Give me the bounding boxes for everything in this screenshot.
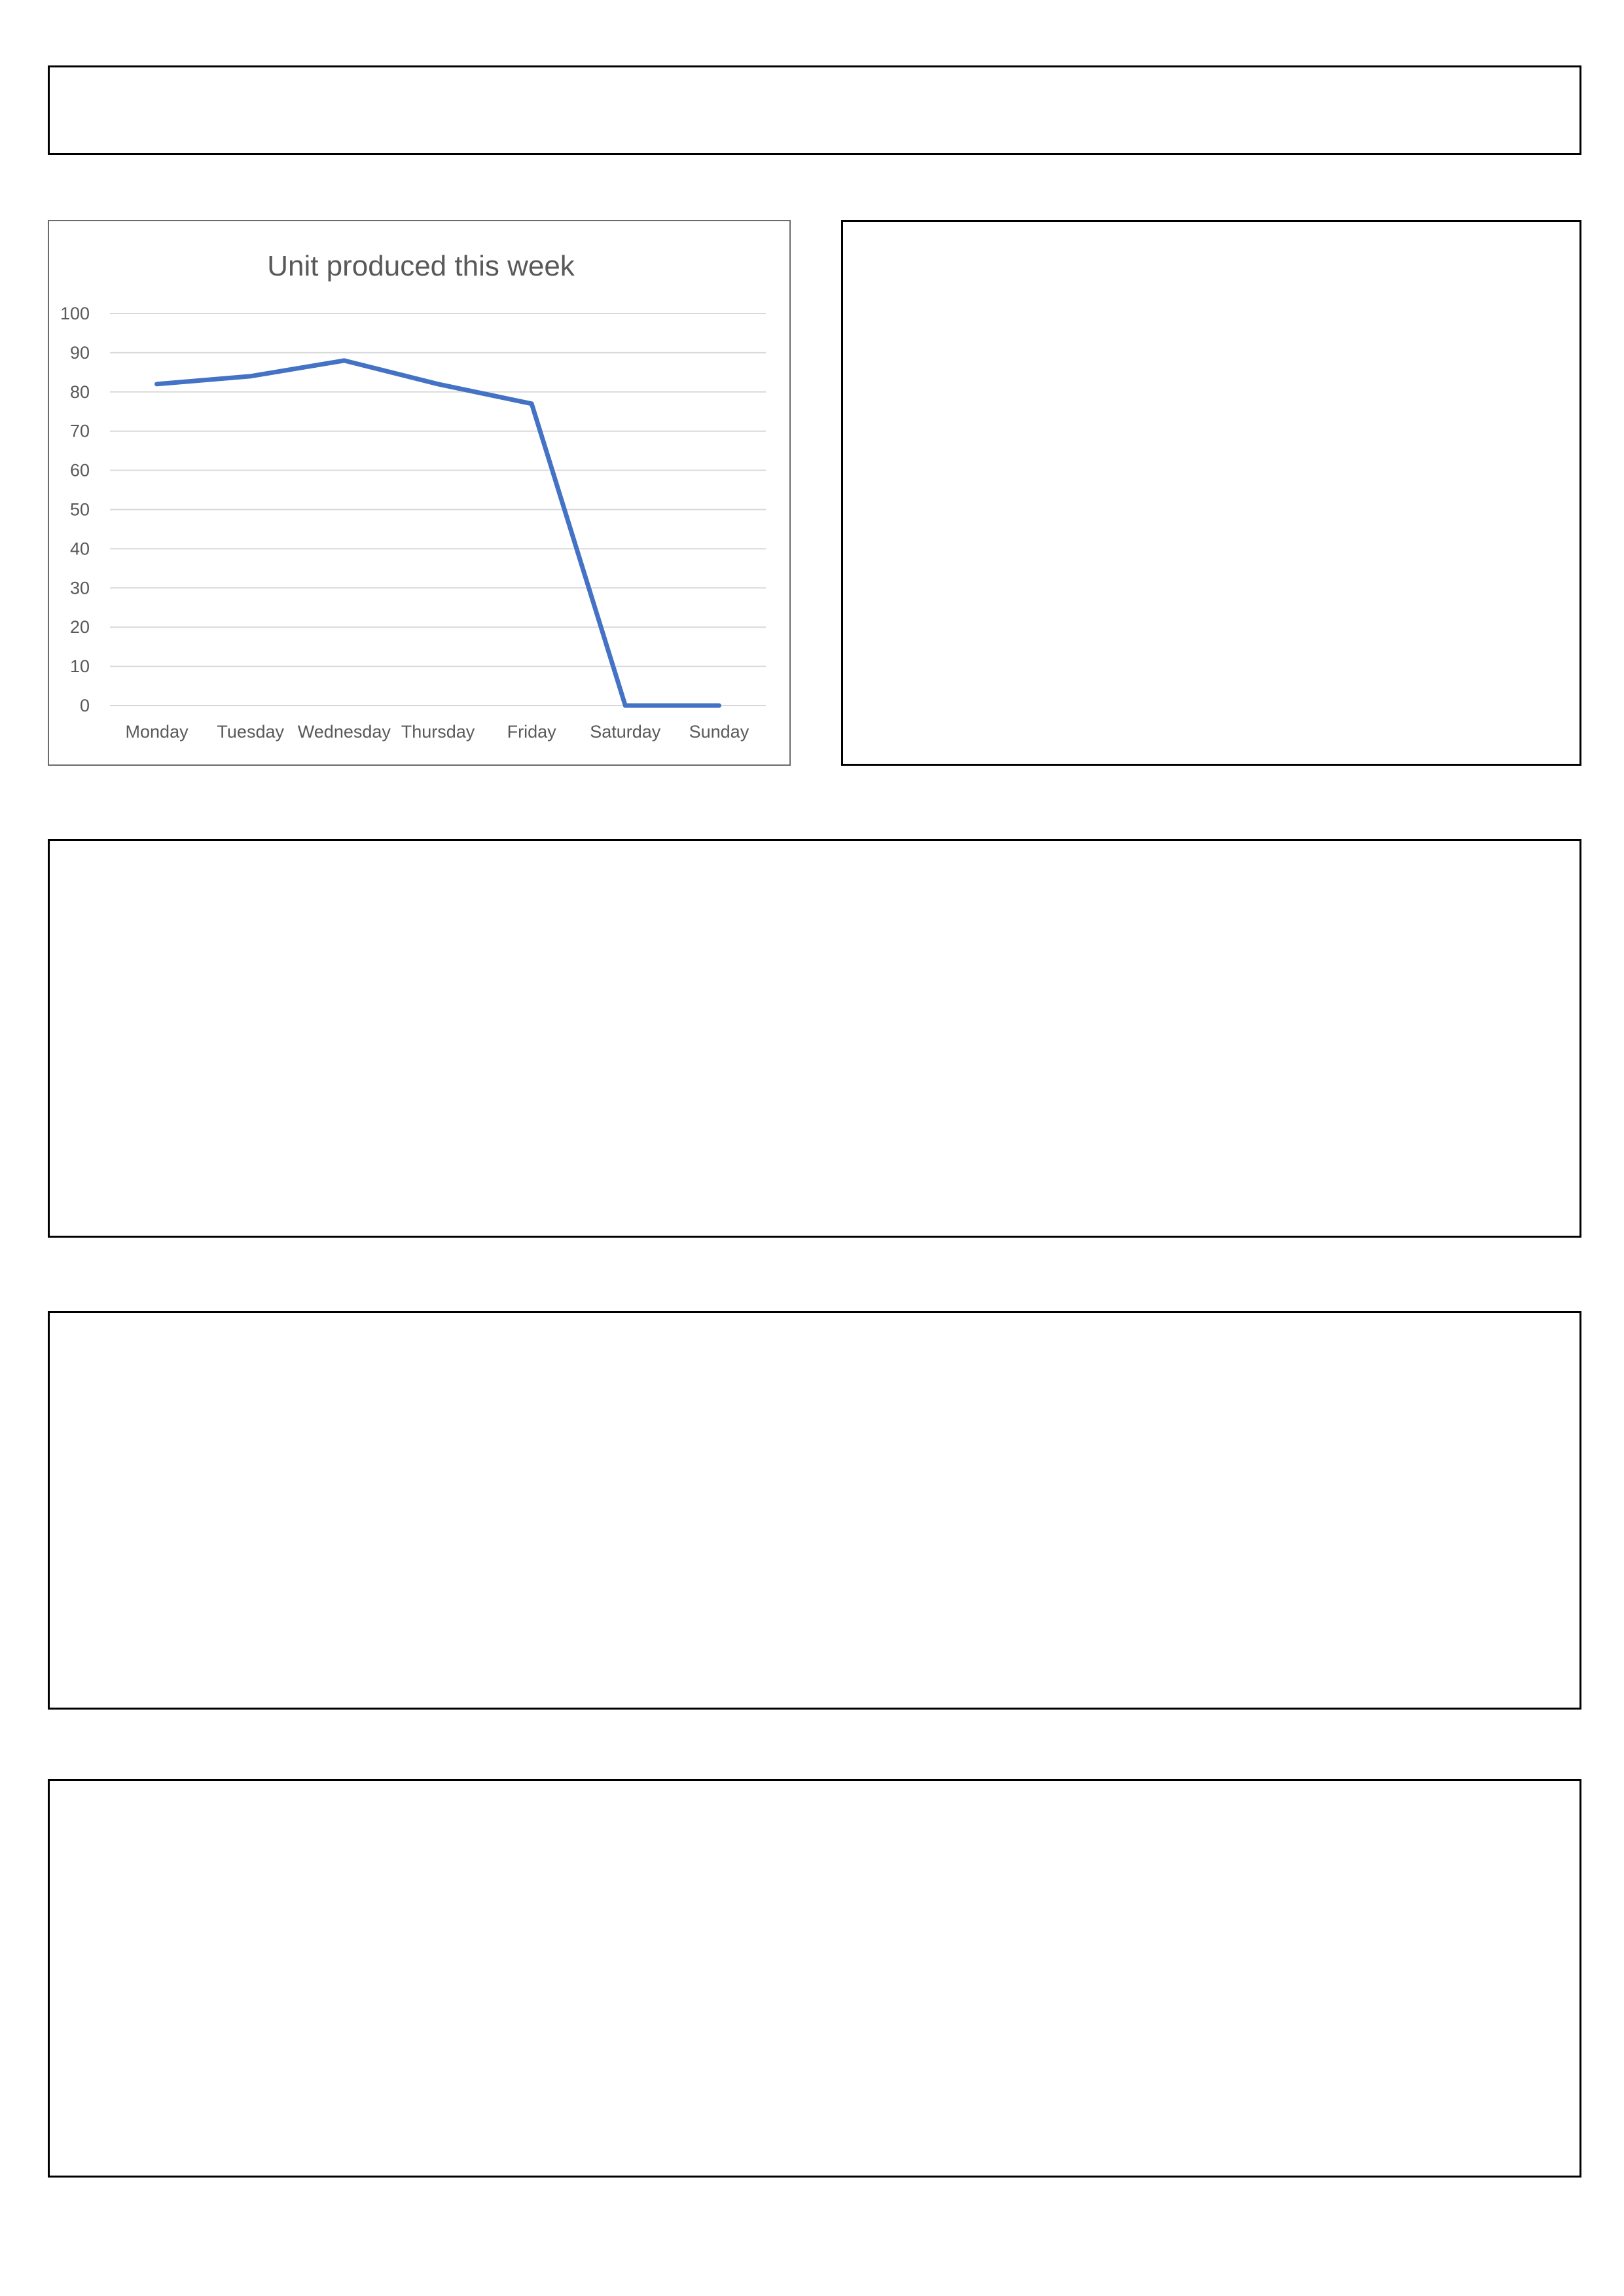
x-tick-label: Friday — [507, 722, 557, 742]
y-axis-tick-labels: 0 10 20 30 40 50 60 70 80 90 100 — [60, 304, 90, 715]
y-tick-label: 90 — [70, 343, 90, 363]
chart-frame: Unit produced this week 0 10 20 30 40 50 60 70 8… — [48, 220, 791, 766]
y-tick-label: 0 — [80, 696, 90, 715]
x-tick-label: Sunday — [689, 722, 749, 742]
y-tick-label: 50 — [70, 500, 90, 520]
y-tick-label: 30 — [70, 578, 90, 598]
line-chart: Unit produced this week 0 10 20 30 40 50 60 70 8… — [60, 250, 766, 742]
y-tick-label: 80 — [70, 382, 90, 402]
chart-series — [154, 358, 721, 708]
y-tick-label: 40 — [70, 539, 90, 558]
side-box — [841, 220, 1581, 766]
y-tick-label: 20 — [70, 617, 90, 637]
y-tick-label: 60 — [70, 461, 90, 480]
x-tick-label: Wednesday — [298, 722, 391, 742]
title-box — [48, 65, 1581, 155]
content-box-3 — [48, 1779, 1581, 2178]
y-tick-label: 10 — [70, 656, 90, 676]
x-tick-label: Tuesday — [217, 722, 284, 742]
chart-gridlines — [110, 313, 766, 706]
series-line — [154, 358, 721, 708]
x-axis-tick-labels: Monday Tuesday Wednesday Thursday Friday Satu… — [126, 722, 749, 742]
x-tick-label: Monday — [126, 722, 189, 742]
content-box-1 — [48, 839, 1581, 1238]
x-tick-label: Saturday — [590, 722, 661, 742]
chart-title: Unit produced this week — [267, 250, 575, 282]
x-tick-label: Thursday — [401, 722, 475, 742]
y-tick-label: 100 — [60, 304, 90, 323]
y-tick-label: 70 — [70, 422, 90, 441]
content-box-2 — [48, 1311, 1581, 1710]
